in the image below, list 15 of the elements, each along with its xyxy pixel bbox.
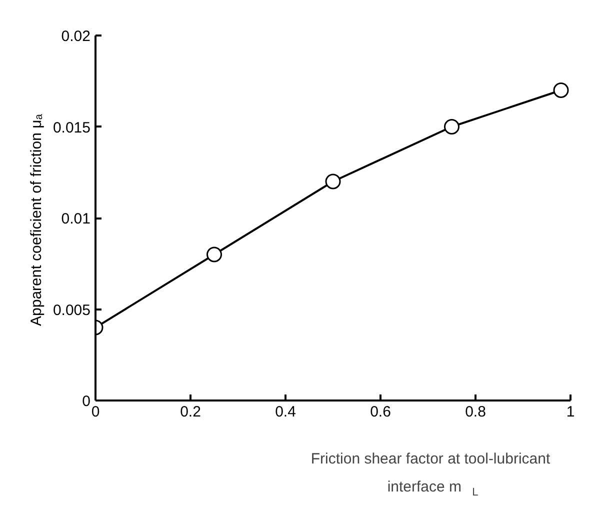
x-tick-label: 0.6 — [370, 404, 391, 420]
point — [206, 246, 222, 262]
point — [444, 119, 460, 134]
y-tick-label: 0.02 — [61, 28, 91, 45]
x-tick-label: 0.8 — [465, 404, 486, 420]
y-tick-label: 0.015 — [52, 119, 91, 136]
y-tick-label: 0.01 — [61, 210, 91, 228]
x-tick-label: 0.4 — [275, 404, 296, 420]
y-axis-title: Apparent coeficient of friction μₐ — [28, 114, 45, 326]
point — [325, 174, 341, 190]
x-tick-label: 1 — [566, 404, 575, 420]
x-tick-label: 0.2 — [180, 404, 201, 420]
y-tick-label: 0 — [82, 393, 90, 410]
y-tick-label: 0.005 — [52, 302, 91, 319]
point — [553, 82, 569, 98]
